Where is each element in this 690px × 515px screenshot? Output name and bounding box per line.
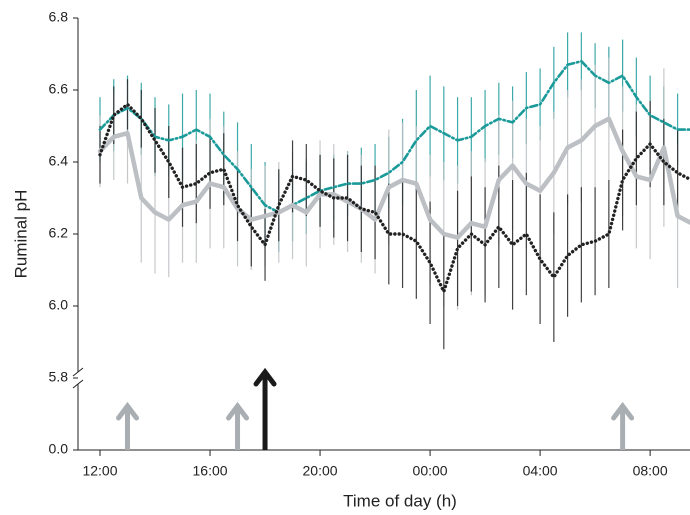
x-tick-label: 04:00 [523,463,558,479]
y-axis-title: Ruminal pH [11,190,30,279]
event-arrowhead [253,367,277,387]
y-tick-label: 5.8 [49,369,69,385]
y-tick-label: 6.2 [49,225,69,241]
x-axis-title: Time of day (h) [343,491,457,510]
x-tick-label: 12:00 [82,463,117,479]
event-arrowhead [116,401,140,421]
axis-break [72,379,84,389]
y-tick-label: 6.6 [49,81,69,97]
y-tick-label: 6.4 [49,153,69,169]
y-tick-label: 6.0 [49,297,69,313]
x-tick-label: 08:00 [633,463,668,479]
event-arrowhead [226,401,250,421]
event-arrowhead [611,401,635,421]
x-tick-label: 20:00 [303,463,338,479]
series-line [98,102,690,294]
y-tick-label: 0.0 [49,441,69,457]
series-line [98,59,690,214]
x-tick-label: 16:00 [193,463,228,479]
y-tick-label: 6.8 [49,9,69,25]
series-line [97,116,690,240]
axis-break [72,367,84,377]
x-tick-label: 00:00 [413,463,448,479]
